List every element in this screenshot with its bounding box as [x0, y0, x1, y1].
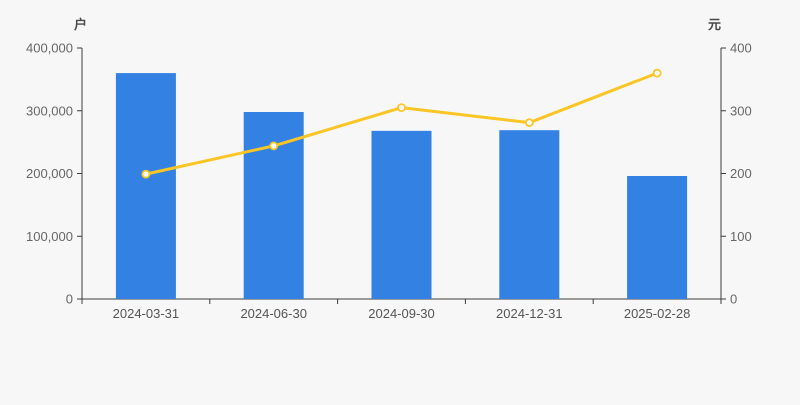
left-axis-unit-label: 户	[74, 17, 88, 32]
x-axis-category-label: 2024-09-30	[368, 306, 435, 321]
left-axis-tick-label: 200,000	[26, 166, 73, 181]
line-point-marker[interactable]	[141, 169, 151, 179]
line-point-marker[interactable]	[652, 68, 662, 78]
right-axis-tick-label: 100	[730, 229, 752, 244]
right-axis-tick-label: 400	[730, 41, 752, 56]
left-axis-tick-label: 0	[66, 292, 73, 307]
left-axis-tick-label: 100,000	[26, 229, 73, 244]
left-axis-tick-label: 300,000	[26, 103, 73, 118]
right-axis-tick-label: 0	[730, 292, 737, 307]
x-axis-category-label: 2024-12-31	[496, 306, 563, 321]
bar[interactable]	[115, 73, 176, 299]
left-axis-tick-label: 400,000	[26, 41, 73, 56]
right-axis-tick-label: 200	[730, 166, 752, 181]
right-axis-tick-label: 300	[730, 103, 752, 118]
line-point-marker[interactable]	[397, 103, 406, 113]
x-axis-category-label: 2025-02-28	[624, 306, 691, 321]
x-axis-category-label: 2024-03-31	[113, 306, 180, 321]
x-axis-category-label: 2024-06-30	[240, 306, 307, 321]
right-axis-unit-label: 元	[708, 17, 722, 32]
bar[interactable]	[627, 176, 688, 299]
line-point-marker[interactable]	[269, 141, 279, 151]
bar[interactable]	[371, 130, 432, 299]
bar[interactable]	[499, 130, 560, 299]
line-point-marker[interactable]	[524, 118, 534, 128]
